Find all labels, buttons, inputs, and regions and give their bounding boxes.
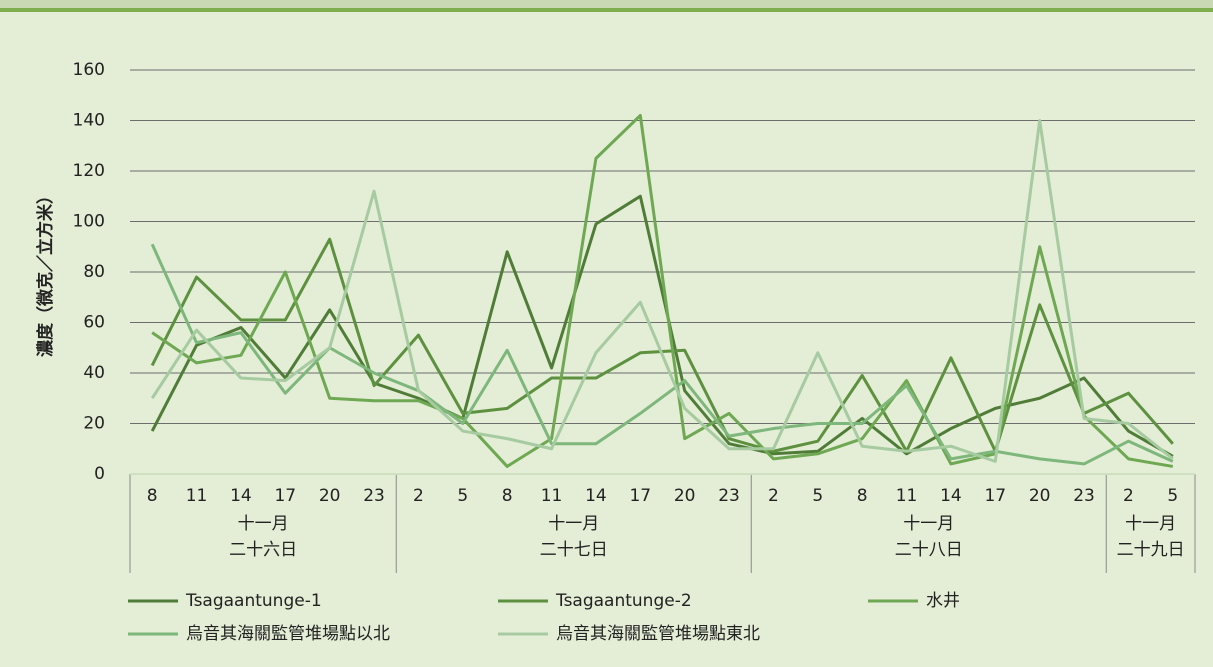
- x-tick-label: 8: [147, 486, 158, 506]
- series-line: [150, 243, 1174, 466]
- x-tick-label: 17: [984, 486, 1006, 506]
- x-tick-label: 14: [585, 486, 607, 506]
- x-tick-label: 20: [674, 486, 696, 506]
- x-tick-label: 5: [457, 486, 468, 506]
- group-label: 二十六日: [229, 540, 297, 560]
- y-tick-label: 60: [83, 313, 105, 333]
- x-tick-label: 5: [812, 486, 823, 506]
- y-tick-label: 120: [73, 161, 105, 181]
- x-tick-label: 11: [186, 486, 208, 506]
- y-tick-label: 80: [83, 262, 105, 282]
- x-tick-label: 8: [502, 486, 513, 506]
- y-tick-label: 40: [83, 363, 105, 383]
- y-tick-label: 140: [73, 111, 105, 131]
- x-tick-label: 17: [629, 486, 651, 506]
- group-label: 十一月: [548, 514, 599, 534]
- group-label: 十一月: [238, 514, 289, 534]
- group-label: 二十七日: [540, 540, 608, 560]
- y-axis-label: 濃度（微克／立方米）: [35, 187, 56, 357]
- group-label: 二十八日: [895, 540, 963, 560]
- x-tick-label: 11: [896, 486, 918, 506]
- legend-label: Tsagaantunge-2: [555, 591, 692, 611]
- x-tick-label: 20: [319, 486, 341, 506]
- series-line: [151, 113, 1174, 468]
- y-tick-label: 100: [73, 212, 105, 232]
- x-tick-label: 2: [413, 486, 424, 506]
- series-line: [150, 119, 1174, 463]
- group-label: 二十九日: [1117, 540, 1185, 560]
- x-tick-label: 5: [1167, 486, 1178, 506]
- y-tick-label: 20: [83, 414, 105, 434]
- x-tick-label: 2: [768, 486, 779, 506]
- x-tick-label: 8: [857, 486, 868, 506]
- x-tick-label: 23: [718, 486, 740, 506]
- x-tick-label: 2: [1123, 486, 1134, 506]
- x-tick-label: 23: [363, 486, 385, 506]
- x-tick-label: 14: [940, 486, 962, 506]
- x-tick-label: 11: [541, 486, 563, 506]
- x-tick-label: 17: [274, 486, 296, 506]
- legend-label: 烏音其海關監管堆場點東北: [556, 624, 760, 644]
- legend-label: 烏音其海關監管堆場點以北: [186, 624, 390, 644]
- x-tick-label: 14: [230, 486, 252, 506]
- top-band: [0, 0, 1213, 10]
- y-tick-label: 160: [73, 60, 105, 80]
- x-tick-label: 23: [1073, 486, 1095, 506]
- legend-label: 水井: [926, 591, 960, 611]
- legend-label: Tsagaantunge-1: [185, 591, 322, 611]
- group-label: 十一月: [1125, 514, 1176, 534]
- group-label: 十一月: [903, 514, 954, 534]
- y-tick-label: 0: [94, 464, 105, 484]
- x-tick-label: 20: [1029, 486, 1051, 506]
- top-stripe: [0, 8, 1213, 12]
